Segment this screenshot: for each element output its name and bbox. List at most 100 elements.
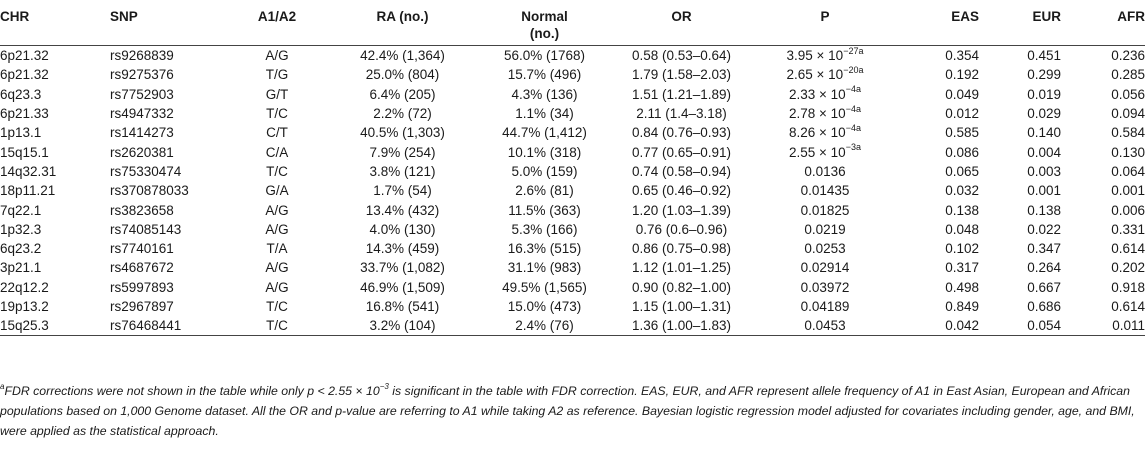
cell-eas: 0.192: [945, 67, 979, 83]
cell-eas: 0.498: [945, 279, 979, 295]
cell-a1a2: G/A: [265, 183, 289, 199]
cell-eas: 0.585: [945, 125, 979, 141]
cell-chr: 15q15.1: [0, 144, 49, 160]
cell-eur: 0.140: [1027, 125, 1061, 141]
cell-eur: 0.001: [1027, 183, 1061, 199]
cell-normal: 11.5% (363): [508, 202, 581, 218]
cell-normal: 15.7% (496): [507, 67, 582, 83]
cell-eur: 0.667: [1027, 279, 1061, 295]
table-row: 22q12.2 rs5997893 A/G 46.9% (1,509) 49.5% (1…: [0, 278, 1145, 297]
cell-a1a2: A/G: [265, 48, 289, 64]
cell-a1a2: A/G: [265, 279, 289, 295]
cell-or: 1.12 (1.01–1.25): [631, 260, 732, 276]
cell-p: 0.04189: [753, 297, 897, 316]
p-value: 0.01825: [800, 202, 850, 218]
cell-snp: rs75330474: [110, 163, 182, 179]
cell-normal: 16.3% (515): [507, 241, 582, 257]
p-value-exponent: −4a: [845, 84, 861, 95]
cell-eas: 0.102: [945, 241, 979, 257]
cell-p: 8.26 × 10−4a: [753, 123, 897, 142]
header-p: P: [820, 9, 830, 24]
cell-a1a2: T/C: [266, 299, 288, 314]
table-row: 18p11.21 rs370878033 G/A 1.7% (54) 2.6% (81)…: [0, 181, 1145, 200]
cell-ra: 42.4% (1,364): [360, 48, 445, 64]
p-value: 0.04189: [800, 299, 850, 314]
cell-a1a2: A/G: [265, 202, 289, 218]
cell-eur: 0.686: [1027, 299, 1061, 314]
cell-or: 0.84 (0.76–0.93): [631, 125, 732, 141]
cell-normal: 44.7% (1,412): [502, 125, 587, 141]
p-value-exponent: −27a: [843, 45, 864, 56]
cell-normal: 4.3% (136): [511, 86, 578, 102]
cell-eas: 0.138: [945, 202, 979, 218]
cell-a1a2: G/T: [265, 86, 289, 102]
cell-a1a2: A/G: [265, 221, 289, 237]
cell-snp: rs9275376: [110, 67, 174, 83]
cell-p: 2.55 × 10−3a: [753, 142, 897, 161]
p-value: 0.0136: [804, 163, 846, 179]
cell-afr: 0.614: [1111, 241, 1145, 257]
table-row: 6q23.2 rs7740161 T/A 14.3% (459) 16.3% (515)…: [0, 239, 1145, 258]
cell-p: 2.33 × 10−4a: [753, 85, 897, 104]
cell-eas: 0.065: [945, 163, 979, 179]
cell-afr: 0.202: [1111, 260, 1145, 276]
snp-association-table: CHR SNP A1/A2 RA (no.) Normal (no.) OR P…: [0, 4, 1145, 336]
cell-p: 2.78 × 10−4a: [753, 104, 897, 123]
p-value: 0.01435: [800, 183, 850, 199]
cell-chr: 15q25.3: [0, 318, 49, 334]
table-row: 6p21.33 rs4947332 T/C 2.2% (72) 1.1% (34) 2.1…: [0, 104, 1145, 123]
cell-a1a2: T/C: [266, 106, 288, 122]
cell-normal: 2.6% (81): [515, 183, 574, 199]
cell-eur: 0.022: [1027, 221, 1061, 237]
header-chr: CHR: [0, 9, 30, 24]
cell-snp: rs5997893: [110, 279, 174, 295]
cell-a1a2: C/A: [265, 144, 289, 160]
cell-snp: rs1414273: [110, 125, 174, 141]
p-value: 0.0453: [804, 318, 846, 334]
header-eas: EAS: [951, 9, 979, 24]
cell-or: 1.79 (1.58–2.03): [631, 67, 732, 83]
cell-p: 0.0219: [753, 220, 897, 239]
cell-afr: 0.011: [1112, 318, 1145, 334]
table-row: 6q23.3 rs7752903 G/T 6.4% (205) 4.3% (136) 1.…: [0, 85, 1145, 104]
header-snp: SNP: [110, 9, 138, 24]
cell-p: 0.02914: [753, 258, 897, 277]
cell-eas: 0.354: [945, 48, 979, 64]
p-value: 0.0219: [804, 221, 846, 237]
cell-a1a2: T/C: [266, 318, 288, 334]
cell-or: 0.90 (0.82–1.00): [631, 279, 732, 295]
cell-eur: 0.347: [1027, 241, 1061, 257]
cell-a1a2: A/G: [265, 260, 289, 276]
cell-chr: 6p21.32: [0, 67, 49, 83]
cell-chr: 22q12.2: [0, 279, 49, 295]
cell-snp: rs76468441: [110, 318, 182, 334]
cell-eur: 0.299: [1027, 67, 1061, 83]
cell-snp: rs74085143: [110, 221, 182, 237]
header-afr: AFR: [1117, 9, 1145, 24]
cell-snp: rs4947332: [110, 106, 174, 122]
cell-eas: 0.042: [945, 318, 979, 334]
table-row: 15q15.1 rs2620381 C/A 7.9% (254) 10.1% (318)…: [0, 142, 1145, 161]
cell-chr: 6q23.3: [0, 86, 42, 102]
p-value: 0.03972: [800, 279, 850, 295]
cell-ra: 1.7% (54): [373, 183, 432, 199]
cell-or: 1.36 (1.00–1.83): [631, 318, 732, 334]
cell-snp: rs2620381: [110, 144, 174, 160]
cell-eur: 0.004: [1027, 144, 1061, 160]
p-value: 2.65 × 10: [786, 67, 844, 83]
cell-afr: 0.236: [1111, 48, 1145, 64]
cell-afr: 0.918: [1111, 279, 1145, 295]
cell-ra: 13.4% (432): [365, 202, 440, 218]
cell-p: 0.0253: [753, 239, 897, 258]
cell-ra: 16.8% (541): [365, 299, 440, 314]
header-normal-line2: (no.): [529, 26, 560, 41]
cell-chr: 19p13.2: [0, 299, 49, 314]
cell-eas: 0.049: [945, 86, 979, 102]
header-row: CHR SNP A1/A2 RA (no.) Normal (no.) OR P…: [0, 4, 1145, 46]
cell-normal: 1.1% (34): [515, 106, 574, 122]
table-row: 6p21.32 rs9268839 A/G 42.4% (1,364) 56.0% (1…: [0, 46, 1145, 66]
cell-afr: 0.584: [1111, 125, 1145, 141]
cell-or: 0.76 (0.6–0.96): [635, 221, 728, 237]
cell-snp: rs9268839: [110, 48, 174, 64]
cell-snp: rs7752903: [110, 86, 174, 102]
